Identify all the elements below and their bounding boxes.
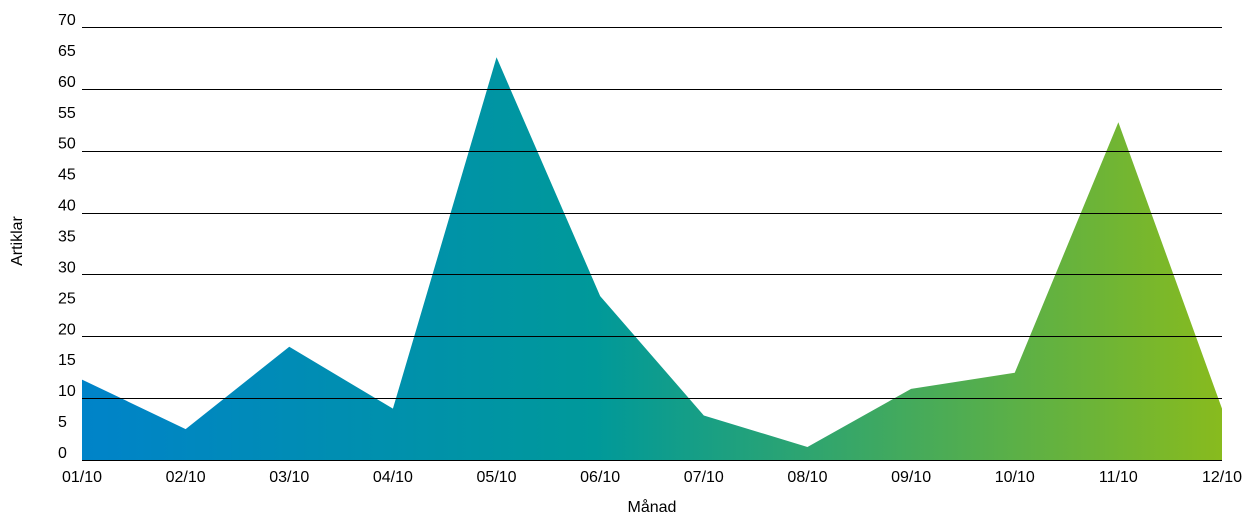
y-tick-label: 5 <box>58 414 67 431</box>
x-tick-label: 06/10 <box>580 469 620 486</box>
area-series <box>82 57 1222 461</box>
y-tick-label: 15 <box>58 352 76 369</box>
y-tick-label: 35 <box>58 229 76 246</box>
y-tick-label: 65 <box>58 43 76 60</box>
y-tick-label: 20 <box>58 321 76 338</box>
x-tick-label: 09/10 <box>891 469 931 486</box>
y-tick-label: 70 <box>58 12 76 29</box>
x-tick-label: 07/10 <box>684 469 724 486</box>
y-tick-label: 45 <box>58 167 76 184</box>
x-axis-ticks: 01/10 02/10 03/10 04/10 05/10 06/10 07/10 08/10… <box>62 469 1242 486</box>
area-layer <box>82 57 1222 461</box>
y-tick-label: 60 <box>58 74 76 91</box>
y-tick-label: 30 <box>58 259 76 276</box>
gridlines <box>82 27 1222 461</box>
x-tick-label: 11/10 <box>1099 469 1138 486</box>
x-tick-label: 04/10 <box>373 469 413 486</box>
y-axis-title: Artiklar <box>9 215 26 265</box>
x-axis-title: Månad <box>628 498 677 516</box>
x-tick-label: 02/10 <box>166 469 206 486</box>
y-axis-ticks: 0 5 10 15 20 25 30 35 40 45 50 55 60 65 70 <box>58 12 76 462</box>
y-tick-label: 50 <box>58 136 76 153</box>
x-tick-label: 10/10 <box>995 469 1035 486</box>
x-tick-label: 03/10 <box>269 469 309 486</box>
y-tick-label: 55 <box>58 105 76 122</box>
y-tick-label: 25 <box>58 290 76 307</box>
x-tick-label: 12/10 <box>1202 469 1242 486</box>
x-tick-label: 01/10 <box>62 469 102 486</box>
y-tick-label: 10 <box>58 383 76 400</box>
x-tick-label: 08/10 <box>787 469 827 486</box>
x-tick-label: 05/10 <box>477 469 517 486</box>
y-tick-label: 40 <box>58 198 76 215</box>
y-tick-label: 0 <box>58 445 67 462</box>
